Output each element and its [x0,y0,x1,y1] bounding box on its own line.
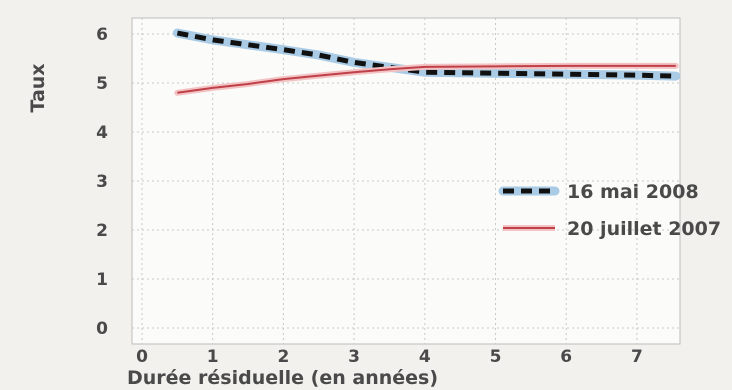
series-line-20-juillet-2007 [177,64,676,94]
x-tick-0: 0 [136,347,148,367]
y-axis-label: Taux [27,63,49,112]
legend-label-16-mai-2008: 16 mai 2008 [567,181,699,203]
y-tick-3: 3 [96,172,108,192]
y-tick-6: 6 [96,25,108,45]
y-tick-1: 1 [96,270,108,290]
legend-label-20-juillet-2007: 20 juillet 2007 [567,218,721,240]
y-tick-labels: 0 1 2 3 4 5 6 [96,25,108,339]
y-tick-4: 4 [96,123,108,143]
x-tick-4: 4 [419,347,431,367]
x-tick-labels: 0 1 2 3 4 5 6 7 [136,347,643,367]
data-series [172,28,681,96]
y-tick-5: 5 [96,74,108,94]
legend: 16 mai 2008 20 juillet 2007 [498,181,721,240]
x-axis-label: Durée résiduelle (en années) [127,367,438,389]
series-line-16-mai-2008 [176,30,676,79]
grid-lines [132,18,680,344]
x-tick-5: 5 [490,347,502,367]
x-tick-2: 2 [277,347,289,367]
x-tick-3: 3 [348,347,360,367]
y-tick-0: 0 [96,319,108,339]
y-tick-2: 2 [96,221,108,241]
x-tick-1: 1 [207,347,219,367]
x-tick-6: 6 [560,347,572,367]
x-tick-7: 7 [631,347,643,367]
